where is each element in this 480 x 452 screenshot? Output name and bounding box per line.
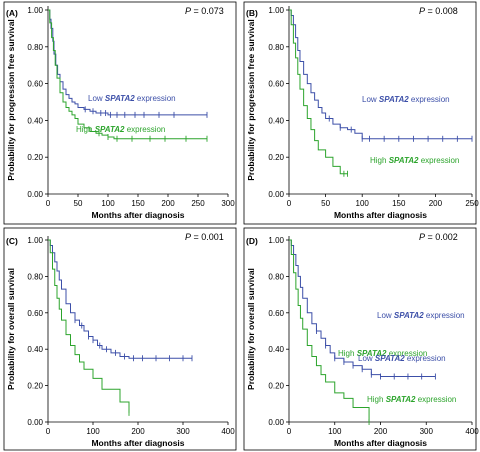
panel-c-frame <box>3 227 237 451</box>
panel-d-series-label-low: Low SPATA2 expression <box>358 354 446 363</box>
panel-c: 0.00 0.20 0.40 0.60 0.80 1.00 0 100 200 300 400 Mon… <box>3 227 465 451</box>
panel-b: 0.00 0.20 0.40 0.60 0.80 1.00 0 50 100 150 200 250 M… <box>243 1 479 225</box>
panel-a-ylabel: Probability for progression free surviva… <box>6 19 16 181</box>
panel-b-p-number: = 0.008 <box>425 6 458 16</box>
panel-a: 0.00 0.20 0.40 0.60 0.80 1.00 0 50 100 150 200 250 3… <box>3 1 237 225</box>
panel-a-xtick-label: 50 <box>74 199 83 208</box>
panel-d-ytick-label: 0.00 <box>268 418 284 427</box>
panel-d-curve-high <box>289 239 370 422</box>
panel-b-ytick-label: 0.20 <box>268 153 284 162</box>
panel-b-ytick-label: 0.80 <box>268 43 284 52</box>
panel-d-ylabel: Probability for overall survival <box>246 268 256 390</box>
panel-a-ytick-label: 0.00 <box>27 190 43 199</box>
panel-a-ytick-label: 0.20 <box>27 153 43 162</box>
panel-d-xtick-label: 100 <box>328 427 342 436</box>
panel-a-xtick-label: 200 <box>161 199 175 208</box>
panel-b-ylabel: Probability for progression free surviva… <box>246 19 256 181</box>
panel-c-xlabel: Months after diagnosis <box>91 438 184 448</box>
panel-c-curve-high <box>48 239 130 413</box>
panel-b-curve-low <box>289 9 472 140</box>
panel-a-series-label-low: Low SPATA2 expression <box>88 94 176 103</box>
panel-c-xtick-label: 100 <box>86 427 100 436</box>
panel-a-p-value: P = 0.073 <box>185 6 224 16</box>
panel-b-xtick-label: 150 <box>392 199 406 208</box>
panel-b-ytick-label: 0.00 <box>268 190 284 199</box>
panel-c-xtick-label: 400 <box>221 427 235 436</box>
panel-a-frame <box>3 1 237 225</box>
panel-a-ytick-label: 0.40 <box>27 116 43 125</box>
panel-d-ytick-label: 0.20 <box>268 382 284 391</box>
panel-b-xtick-label: 0 <box>287 199 292 208</box>
panel-c-ytick-label: 0.20 <box>27 382 43 391</box>
panel-a-ytick-label: 0.80 <box>27 43 43 52</box>
panel-c-series-label-low: Low SPATA2 expression <box>377 311 465 320</box>
panel-d-p-value: P = 0.002 <box>419 232 458 242</box>
panel-b-frame <box>243 1 477 225</box>
panel-b-series-label-high: High SPATA2 expression <box>370 156 459 165</box>
panel-c-ytick-label: 1.00 <box>27 236 43 245</box>
panel-c-ytick-label: 0.40 <box>27 345 43 354</box>
panel-d-p-symbol: P <box>419 232 425 242</box>
panel-a-xtick-label: 300 <box>221 199 235 208</box>
panel-a-xtick-label: 150 <box>131 199 145 208</box>
panel-a-ytick-label: 1.00 <box>27 6 43 15</box>
panel-d-p-number: = 0.002 <box>425 232 458 242</box>
panel-a-xtick-label: 0 <box>46 199 51 208</box>
panel-d-ytick-label: 0.40 <box>268 345 284 354</box>
panel-d-xtick-label: 300 <box>420 427 434 436</box>
panel-b-ytick-label: 0.60 <box>268 80 284 89</box>
panel-d-ytick-label: 1.00 <box>268 236 284 245</box>
panel-a-p-symbol: P <box>185 6 191 16</box>
panel-b-series-label-low: Low SPATA2 expression <box>362 95 450 104</box>
panel-c-series-label-high: High SPATA2 expression <box>338 349 427 358</box>
panel-a-p-number: = 0.073 <box>191 6 224 16</box>
panel-b-ytick-label: 1.00 <box>268 6 284 15</box>
panel-b-p-value: P = 0.008 <box>419 6 458 16</box>
panel-b-xlabel: Months after diagnosis <box>334 210 427 220</box>
panel-d-tag: (D) <box>246 236 258 246</box>
panel-c-ytick-label: 0.60 <box>27 309 43 318</box>
panel-c-ytick-label: 0.00 <box>27 418 43 427</box>
panel-d-ytick-label: 0.80 <box>268 272 284 281</box>
panel-d-xtick-label: 400 <box>465 427 479 436</box>
panel-b-curve-high <box>289 9 348 175</box>
panel-c-xtick-label: 0 <box>46 427 51 436</box>
panel-d-xlabel: Months after diagnosis <box>334 438 427 448</box>
panel-c-xtick-label: 300 <box>176 427 190 436</box>
panel-b-tag: (B) <box>246 8 258 18</box>
panel-c-xtick-label: 200 <box>131 427 145 436</box>
panel-b-ytick-label: 0.40 <box>268 116 284 125</box>
panel-b-xtick-label: 250 <box>465 199 479 208</box>
panel-d-frame <box>243 227 477 451</box>
panel-a-tag: (A) <box>6 8 18 18</box>
panel-d-xtick-label: 0 <box>287 427 292 436</box>
panel-a-curve-low <box>48 9 207 116</box>
panel-a-xtick-label: 250 <box>191 199 205 208</box>
panel-d: 0.00 0.20 0.40 0.60 0.80 1.00 0 100 200 300 400 Mon… <box>243 227 479 451</box>
panel-a-series-label-high: High SPATA2 expression <box>76 125 165 134</box>
panel-a-xtick-label: 100 <box>101 199 115 208</box>
panel-c-p-number: = 0.001 <box>191 232 224 242</box>
panel-a-xlabel: Months after diagnosis <box>91 210 184 220</box>
panel-b-xtick-label: 50 <box>321 199 330 208</box>
panel-a-ytick-label: 0.60 <box>27 80 43 89</box>
panel-c-p-symbol: P <box>185 232 191 242</box>
panel-c-p-value: P = 0.001 <box>185 232 224 242</box>
panel-b-xtick-label: 100 <box>356 199 370 208</box>
panel-d-xtick-label: 200 <box>374 427 388 436</box>
panel-c-tag: (C) <box>6 236 18 246</box>
panel-d-ytick-label: 0.60 <box>268 309 284 318</box>
panel-d-series-label-high: High SPATA2 expression <box>367 395 456 404</box>
panel-b-p-symbol: P <box>419 6 425 16</box>
panel-b-xtick-label: 200 <box>429 199 443 208</box>
panel-a-curve-high <box>48 9 207 140</box>
panel-c-ytick-label: 0.80 <box>27 272 43 281</box>
panel-c-ylabel: Probability for overall survival <box>6 268 16 390</box>
